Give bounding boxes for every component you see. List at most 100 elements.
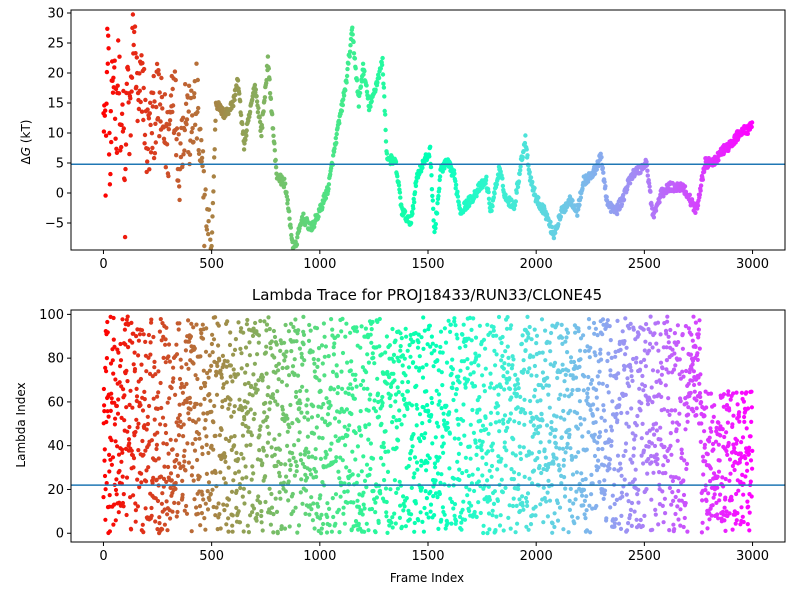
lambda-point <box>394 445 399 450</box>
delta-g-point <box>698 183 704 188</box>
lambda-point <box>517 444 522 449</box>
delta-g-point <box>135 118 140 124</box>
lambda-point <box>478 510 483 516</box>
lambda-point <box>716 420 721 425</box>
lambda-point <box>342 489 347 494</box>
lambda-point <box>577 364 582 369</box>
lambda-point <box>391 414 396 420</box>
delta-g-point <box>433 221 438 227</box>
delta-g-point <box>295 235 300 240</box>
lambda-point <box>631 327 636 332</box>
delta-g-point <box>437 174 443 179</box>
lambda-point <box>153 458 158 463</box>
lambda-point <box>429 412 434 418</box>
lambda-point <box>578 415 583 421</box>
lambda-point <box>560 335 565 340</box>
lambda-point <box>723 476 728 482</box>
lambda-point <box>570 373 575 378</box>
delta-g-point <box>430 193 435 199</box>
lambda-point <box>209 443 214 448</box>
lambda-point <box>565 350 570 355</box>
lambda-point <box>316 357 321 362</box>
delta-g-point <box>621 197 627 202</box>
delta-g-point <box>241 147 247 152</box>
lambda-point <box>696 327 702 332</box>
delta-g-point <box>172 69 178 74</box>
lambda-point <box>649 385 654 390</box>
lambda-point <box>226 497 231 502</box>
lambda-point <box>641 461 646 466</box>
lambda-point <box>552 511 557 516</box>
lambda-point <box>105 319 110 325</box>
lambda-point <box>247 340 252 345</box>
lambda-point <box>658 380 663 385</box>
lambda-point <box>588 407 593 413</box>
y-tick-label: 40 <box>47 439 64 454</box>
lambda-point <box>364 485 369 490</box>
lambda-point <box>745 468 750 473</box>
lambda-point <box>227 438 232 443</box>
delta-g-point <box>108 109 114 114</box>
delta-g-point <box>109 139 114 145</box>
lambda-point <box>505 425 510 430</box>
lambda-point <box>324 530 330 535</box>
lambda-point <box>543 358 548 363</box>
lambda-point <box>475 467 481 472</box>
lambda-point <box>749 494 754 499</box>
lambda-point <box>584 528 590 533</box>
delta-g-point <box>112 116 118 122</box>
lambda-point <box>585 391 590 396</box>
lambda-point <box>652 443 658 449</box>
delta-g-point <box>484 174 489 179</box>
lambda-point <box>583 516 588 521</box>
lambda-point <box>105 409 110 414</box>
lambda-point <box>675 323 681 328</box>
lambda-point <box>443 340 449 345</box>
lambda-point <box>710 419 715 424</box>
lambda-point <box>277 432 282 437</box>
lambda-point <box>139 362 144 367</box>
lambda-point <box>696 335 701 340</box>
lambda-point <box>353 372 358 377</box>
lambda-point <box>602 463 607 468</box>
delta-g-point <box>199 138 204 143</box>
lambda-point <box>172 464 177 469</box>
lambda-point <box>260 528 265 533</box>
lambda-point <box>491 325 496 330</box>
delta-g-point <box>212 147 217 152</box>
lambda-point <box>690 362 695 367</box>
lambda-point <box>668 443 673 448</box>
lambda-point <box>476 363 481 368</box>
lambda-point <box>486 449 491 454</box>
lambda-point <box>325 514 330 520</box>
lambda-point <box>670 420 675 425</box>
lambda-point <box>204 471 209 476</box>
lambda-point <box>683 427 688 432</box>
lambda-point <box>224 380 229 385</box>
lambda-point <box>215 363 220 369</box>
delta-g-point <box>393 159 399 165</box>
lambda-point <box>319 512 324 518</box>
lambda-point <box>154 442 159 447</box>
delta-g-point <box>341 97 346 102</box>
lambda-point <box>334 374 339 379</box>
lambda-point <box>379 352 384 357</box>
delta-g-point <box>284 190 289 195</box>
delta-g-point <box>302 222 308 228</box>
delta-g-point <box>599 155 604 160</box>
lambda-point <box>568 408 573 413</box>
lambda-point <box>499 358 504 363</box>
lambda-point <box>646 456 651 462</box>
lambda-point <box>639 453 644 458</box>
lambda-point <box>744 461 750 466</box>
lambda-point <box>361 454 366 459</box>
delta-g-point <box>428 164 434 170</box>
delta-g-point <box>145 159 150 164</box>
lambda-point <box>603 455 608 460</box>
lambda-point <box>563 339 568 344</box>
lambda-point <box>552 360 558 365</box>
lambda-point <box>402 504 407 509</box>
delta-g-point <box>500 176 505 181</box>
lambda-point <box>271 530 276 535</box>
lambda-point <box>421 405 426 410</box>
